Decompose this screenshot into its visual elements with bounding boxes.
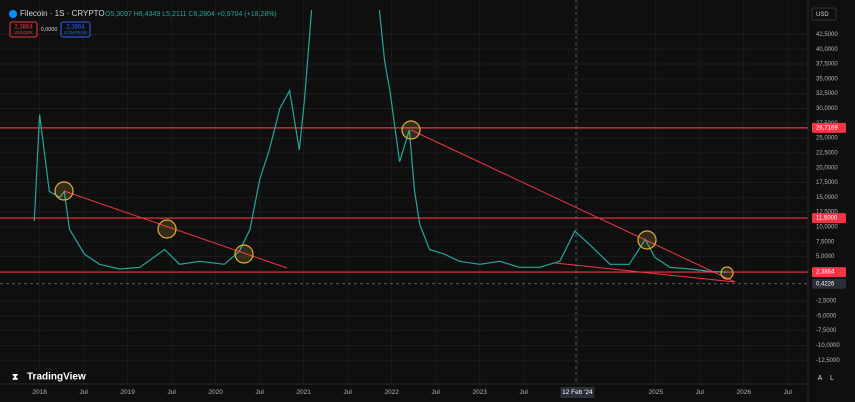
log-scale[interactable]: L <box>830 375 834 382</box>
y-tick-label: 40,0000 <box>816 47 838 53</box>
marker-circle <box>157 219 177 239</box>
y-tick-label: 15,0000 <box>816 195 838 201</box>
x-tick-label: 2019 <box>120 389 135 396</box>
trend-line <box>554 262 736 283</box>
level-tag <box>812 267 846 278</box>
trend-line <box>410 129 736 283</box>
x-tick-label: Jul <box>79 389 88 396</box>
x-tick-label: 2023 <box>472 389 487 396</box>
level-label: 11,5000 <box>816 216 838 222</box>
x-tick-label: 12 Feb '24 <box>562 389 593 396</box>
x-tick-label: Jul <box>432 389 441 396</box>
x-tick-label: 2022 <box>384 389 399 396</box>
x-tick-label: 2021 <box>296 389 311 396</box>
x-tick-label: Jul <box>696 389 705 396</box>
buy-button[interactable] <box>60 21 91 38</box>
y-tick-label: -5,0000 <box>816 313 837 319</box>
symbol: Filecoin · 1S · CRYPTO <box>20 9 105 18</box>
y-tick-label: 7,5000 <box>816 239 835 245</box>
y-tick-label: -10,0000 <box>816 343 840 349</box>
level-tag <box>812 278 846 289</box>
x-tick-highlight <box>560 387 595 398</box>
currency-button[interactable] <box>811 7 837 21</box>
price-line <box>33 10 728 273</box>
marker-circle <box>401 120 421 140</box>
y-tick-label: 17,5000 <box>816 180 838 186</box>
y-tick-label: -2,5000 <box>816 299 837 305</box>
levels <box>0 127 808 285</box>
markers <box>54 120 734 280</box>
y-tick-label: 10,0000 <box>816 225 838 231</box>
sell-label: VENDER <box>14 30 34 35</box>
brand-logo: ⧗ <box>12 371 18 381</box>
x-tick-label: 2018 <box>32 389 47 396</box>
y-tick-label: 37,5000 <box>816 62 838 68</box>
x-tick-label: Jul <box>255 389 264 396</box>
currency: USD <box>816 12 829 18</box>
marker-circle <box>720 266 734 280</box>
x-tick-label: 2020 <box>208 389 223 396</box>
y-tick-label: 42,5000 <box>816 32 838 38</box>
spread: 0,0000 <box>41 27 58 33</box>
y-tick-label: 5,0000 <box>816 254 835 260</box>
x-tick-label: 2025 <box>648 389 663 396</box>
y-tick-label: 35,0000 <box>816 76 838 82</box>
buy-label: COMPRAR <box>64 30 88 35</box>
level-label: 2,3864 <box>816 270 835 276</box>
level-tag <box>812 213 846 224</box>
x-tick-label: Jul <box>520 389 529 396</box>
sell-button[interactable] <box>9 21 38 38</box>
symbol-icon <box>9 10 17 18</box>
y-tick-label: 22,5000 <box>816 150 838 156</box>
x-tick-label: Jul <box>344 389 353 396</box>
sell-price: 2,3864 <box>14 25 33 31</box>
level-tag <box>812 122 846 133</box>
marker-circle <box>234 244 254 264</box>
y-tick-label: -12,5000 <box>816 358 840 364</box>
y-tick-label: 25,0000 <box>816 136 838 142</box>
y-tick-label: 12,5000 <box>816 210 838 216</box>
y-tick-label: 32,5000 <box>816 91 838 97</box>
brand: TradingView <box>27 372 86 383</box>
level-label: 26,7169 <box>816 125 838 131</box>
y-tick-label: 30,0000 <box>816 106 838 112</box>
marker-circle <box>54 181 74 201</box>
x-tick-label: Jul <box>167 389 176 396</box>
y-tick-label: 20,0000 <box>816 165 838 171</box>
ohlc: O5,3097 H6,4349 L5,2111 C6,2804 +0,9704 … <box>105 11 277 18</box>
grid <box>0 0 808 384</box>
auto-scale[interactable]: A <box>818 375 823 382</box>
x-tick-label: 2026 <box>737 389 752 396</box>
y-tick-label: -7,5000 <box>816 328 837 334</box>
series <box>33 10 728 273</box>
price-axis: 42,5000 40,0000 37,5000 35,0000 32,5000 30,00… <box>812 32 846 364</box>
level-label: 0,4226 <box>816 281 835 287</box>
x-tick-label: Jul <box>784 389 793 396</box>
time-axis: 2018 Jul 2019 Jul 2020 Jul 2021 Jul 2022 Jul 2023 J… <box>32 387 792 398</box>
buy-price: 2,3864 <box>66 25 85 31</box>
marker-circle <box>637 230 657 250</box>
